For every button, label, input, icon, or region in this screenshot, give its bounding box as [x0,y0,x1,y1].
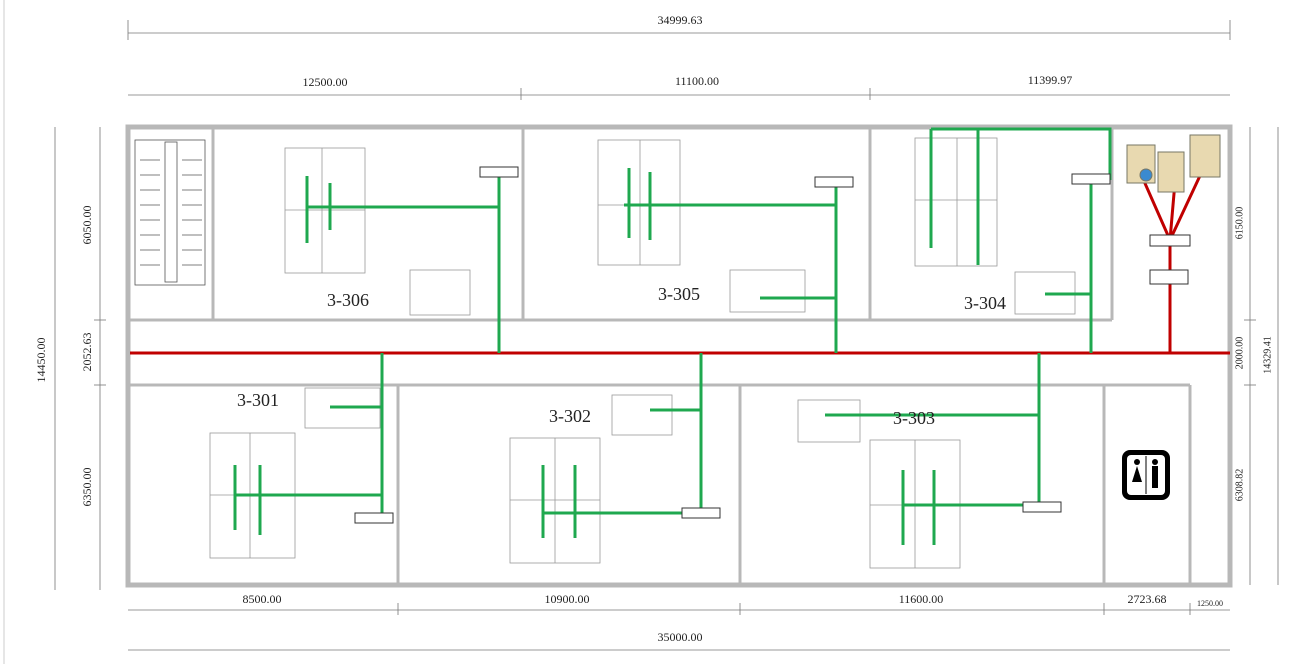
dimension-label: 2723.68 [1128,592,1167,606]
dimension-label: 2000.00 [1234,337,1245,370]
dimension-label: 11399.97 [1028,73,1073,87]
switches-part [354,512,394,524]
walls-part [125,124,1233,588]
switches-part [479,166,519,178]
stairs-part [140,159,202,266]
desks-part [729,269,806,313]
switches-part [1149,269,1189,285]
dimension-label: 14450.00 [34,338,48,383]
desks-part [409,269,471,316]
dimension-label: 34999.63 [658,13,703,27]
room-label: 3-306 [327,290,369,310]
servers-part [1157,151,1185,193]
dimension-lines [54,20,1279,651]
dimension-label: 6150.00 [1234,207,1245,240]
desks-part [797,399,861,443]
switches-part [1022,501,1062,513]
dimension-label: 1250.00 [1197,599,1223,608]
dimension-label: 2052.63 [80,333,94,372]
restroom-icon-part [1134,459,1140,465]
restroom-icon-part [1132,466,1158,488]
switches-part [1149,234,1191,247]
room-label: 3-302 [549,406,591,426]
restroom-icon [1122,450,1170,500]
servers-part [1189,134,1221,178]
dimension-label: 10900.00 [545,592,590,606]
stairs-part [164,141,178,283]
dimension-label: 6350.00 [80,468,94,507]
restroom-icon-part [1152,459,1158,465]
room-label: 3-304 [964,293,1006,313]
room-label: 3-301 [237,390,279,410]
dimension-label: 11600.00 [899,592,944,606]
dimension-label: 12500.00 [303,75,348,89]
stairs-part [134,139,206,286]
room-label: 3-305 [658,284,700,304]
network-cables-part [624,168,838,353]
walls [125,124,1233,588]
dimension-label: 14329.41 [1262,336,1273,374]
dimension-label: 35000.00 [658,630,703,644]
desks-part [284,147,366,274]
desks-part [597,139,681,266]
desks-part [914,137,998,267]
stairs [134,139,206,286]
dimension-label: 11100.00 [675,74,719,88]
switches-part [1071,173,1111,185]
servers-part [1139,168,1153,182]
network-cables-part [305,173,501,353]
room-label: 3-303 [893,408,935,428]
network-cables-part [233,353,384,535]
dimension-label: 6050.00 [80,206,94,245]
backbone-cable-part [1138,164,1207,353]
network-cables-part [929,127,1112,353]
dimension-label: 8500.00 [243,592,282,606]
switches [354,166,1191,524]
switches-part [814,176,854,188]
dimension-label: 6308.82 [1234,469,1245,502]
servers [1126,134,1221,193]
desks-part [611,394,673,436]
backbone-cable [130,164,1230,355]
switches-part [681,507,721,519]
